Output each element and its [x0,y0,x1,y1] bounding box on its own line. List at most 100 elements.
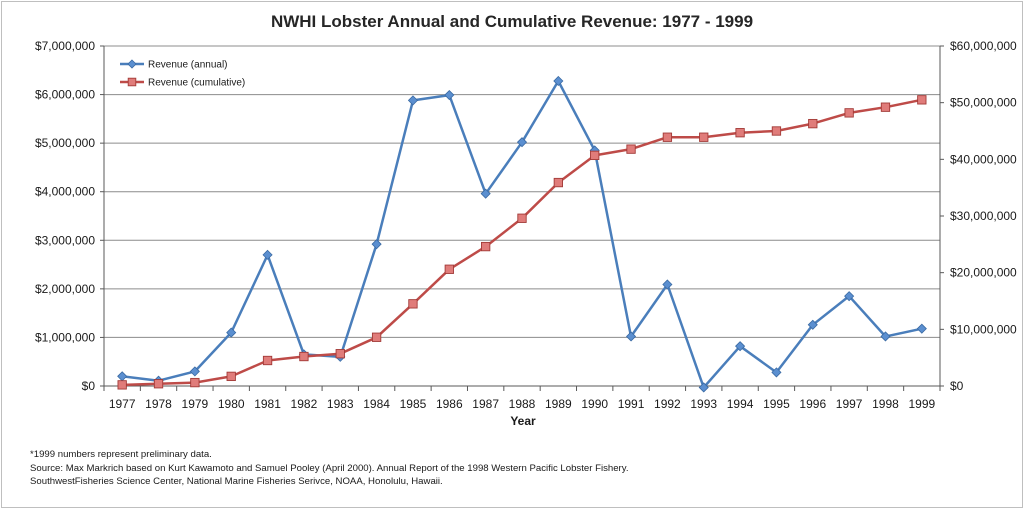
legend-item: Revenue (cumulative) [120,78,245,89]
data-point [444,264,454,274]
data-point [880,331,891,342]
data-point [408,299,418,309]
series-annual [117,75,927,393]
x-tick-label: 1998 [872,397,899,411]
data-point [371,332,382,342]
left-tick-label: $6,000,000 [35,88,95,102]
data-point [299,351,309,362]
data-point [807,319,818,330]
data-point [480,188,491,199]
footnote-agency: SouthwestFisheries Science Center, Natio… [30,476,443,487]
data-point [771,126,782,136]
x-tick-label: 1986 [436,397,463,411]
data-point [590,150,600,161]
right-tick-label: $60,000,000 [950,39,1017,53]
footnote-preliminary: *1999 numbers represent preliminary data… [30,449,212,460]
legend-item: Revenue (annual) [120,59,228,71]
data-point [625,331,637,342]
data-point [371,239,382,250]
legend-marker [127,77,137,87]
x-tick-label: 1996 [799,397,826,411]
x-tick-label: 1993 [690,397,717,411]
data-point [262,355,273,366]
data-point [917,95,927,105]
data-point [553,177,563,188]
data-point [699,132,709,142]
left-tick-label: $4,000,000 [35,185,95,199]
x-tick-label: 1984 [363,397,390,411]
data-point [226,371,236,382]
legend: Revenue (annual) Revenue (cumulative) [120,59,245,89]
right-tick-label: $30,000,000 [950,209,1017,223]
data-point [407,95,419,106]
right-tick-label: $20,000,000 [950,266,1017,280]
x-tick-label: 1997 [836,397,863,411]
data-point [662,279,673,290]
data-point [916,323,927,334]
data-point [880,102,891,112]
legend-label: Revenue (annual) [148,60,228,71]
data-point [516,137,528,148]
x-tick-label: 1983 [327,397,354,411]
series-cumulative [117,95,927,390]
x-tick-label: 1985 [400,397,427,411]
footnotes: *1999 numbers represent preliminary data… [30,448,830,489]
data-point [626,144,636,154]
legend-marker [127,59,137,69]
x-tick-label: 1979 [182,397,209,411]
data-point [517,213,527,223]
x-tick-label: 1994 [727,397,754,411]
data-point [808,118,818,129]
data-point [189,366,200,377]
left-tick-label: $7,000,000 [35,39,95,53]
x-tick-label: 1989 [545,397,572,411]
x-tick-label: 1982 [291,397,318,411]
x-tick-label: 1981 [254,397,281,411]
left-tick-label: $0 [82,379,96,393]
x-axis-title: Year [510,414,536,428]
data-point [262,249,273,260]
data-point [190,377,200,388]
x-tick-label: 1992 [654,397,681,411]
data-point [444,89,455,101]
data-point [117,380,127,390]
data-point [481,241,491,252]
right-tick-label: $50,000,000 [950,96,1017,110]
data-point [844,291,855,302]
data-point [771,367,782,378]
data-point [735,128,745,138]
data-point [735,341,746,352]
data-point [226,327,237,338]
data-point [153,379,164,389]
left-tick-label: $1,000,000 [35,330,95,344]
x-tick-label: 1995 [763,397,790,411]
left-axis-tick-labels: $0 $1,000,000 $2,000,000 $3,000,000 $4,000,0… [35,39,95,393]
data-point [844,108,854,118]
right-axis-tick-labels: $0 $10,000,000 $20,000,000 $30,000,000 $40,0… [950,39,1017,393]
left-tick-label: $5,000,000 [35,136,95,150]
right-tick-label: $10,000,000 [950,322,1017,336]
x-tick-label: 1999 [908,397,935,411]
left-tick-label: $2,000,000 [35,282,95,296]
x-tick-label: 1990 [581,397,608,411]
x-tick-label: 1977 [109,397,136,411]
data-point [553,75,564,87]
x-tick-label: 1980 [218,397,245,411]
x-tick-label: 1978 [145,397,172,411]
data-point [698,382,709,393]
right-tick-label: $0 [950,379,964,393]
series-layer [117,75,927,393]
data-point [117,371,128,382]
x-tick-label: 1991 [618,397,645,411]
legend-label: Revenue (cumulative) [148,78,245,89]
x-axis-tick-labels: 1977 1978 1979 1980 1981 1982 1983 1984 1985 1986… [109,397,936,411]
right-tick-label: $40,000,000 [950,152,1017,166]
data-point [662,132,673,142]
gridlines [104,45,940,338]
data-point [335,349,345,359]
x-tick-label: 1988 [509,397,536,411]
left-tick-label: $3,000,000 [35,233,95,247]
chart-title: NWHI Lobster Annual and Cumulative Reven… [271,12,753,31]
